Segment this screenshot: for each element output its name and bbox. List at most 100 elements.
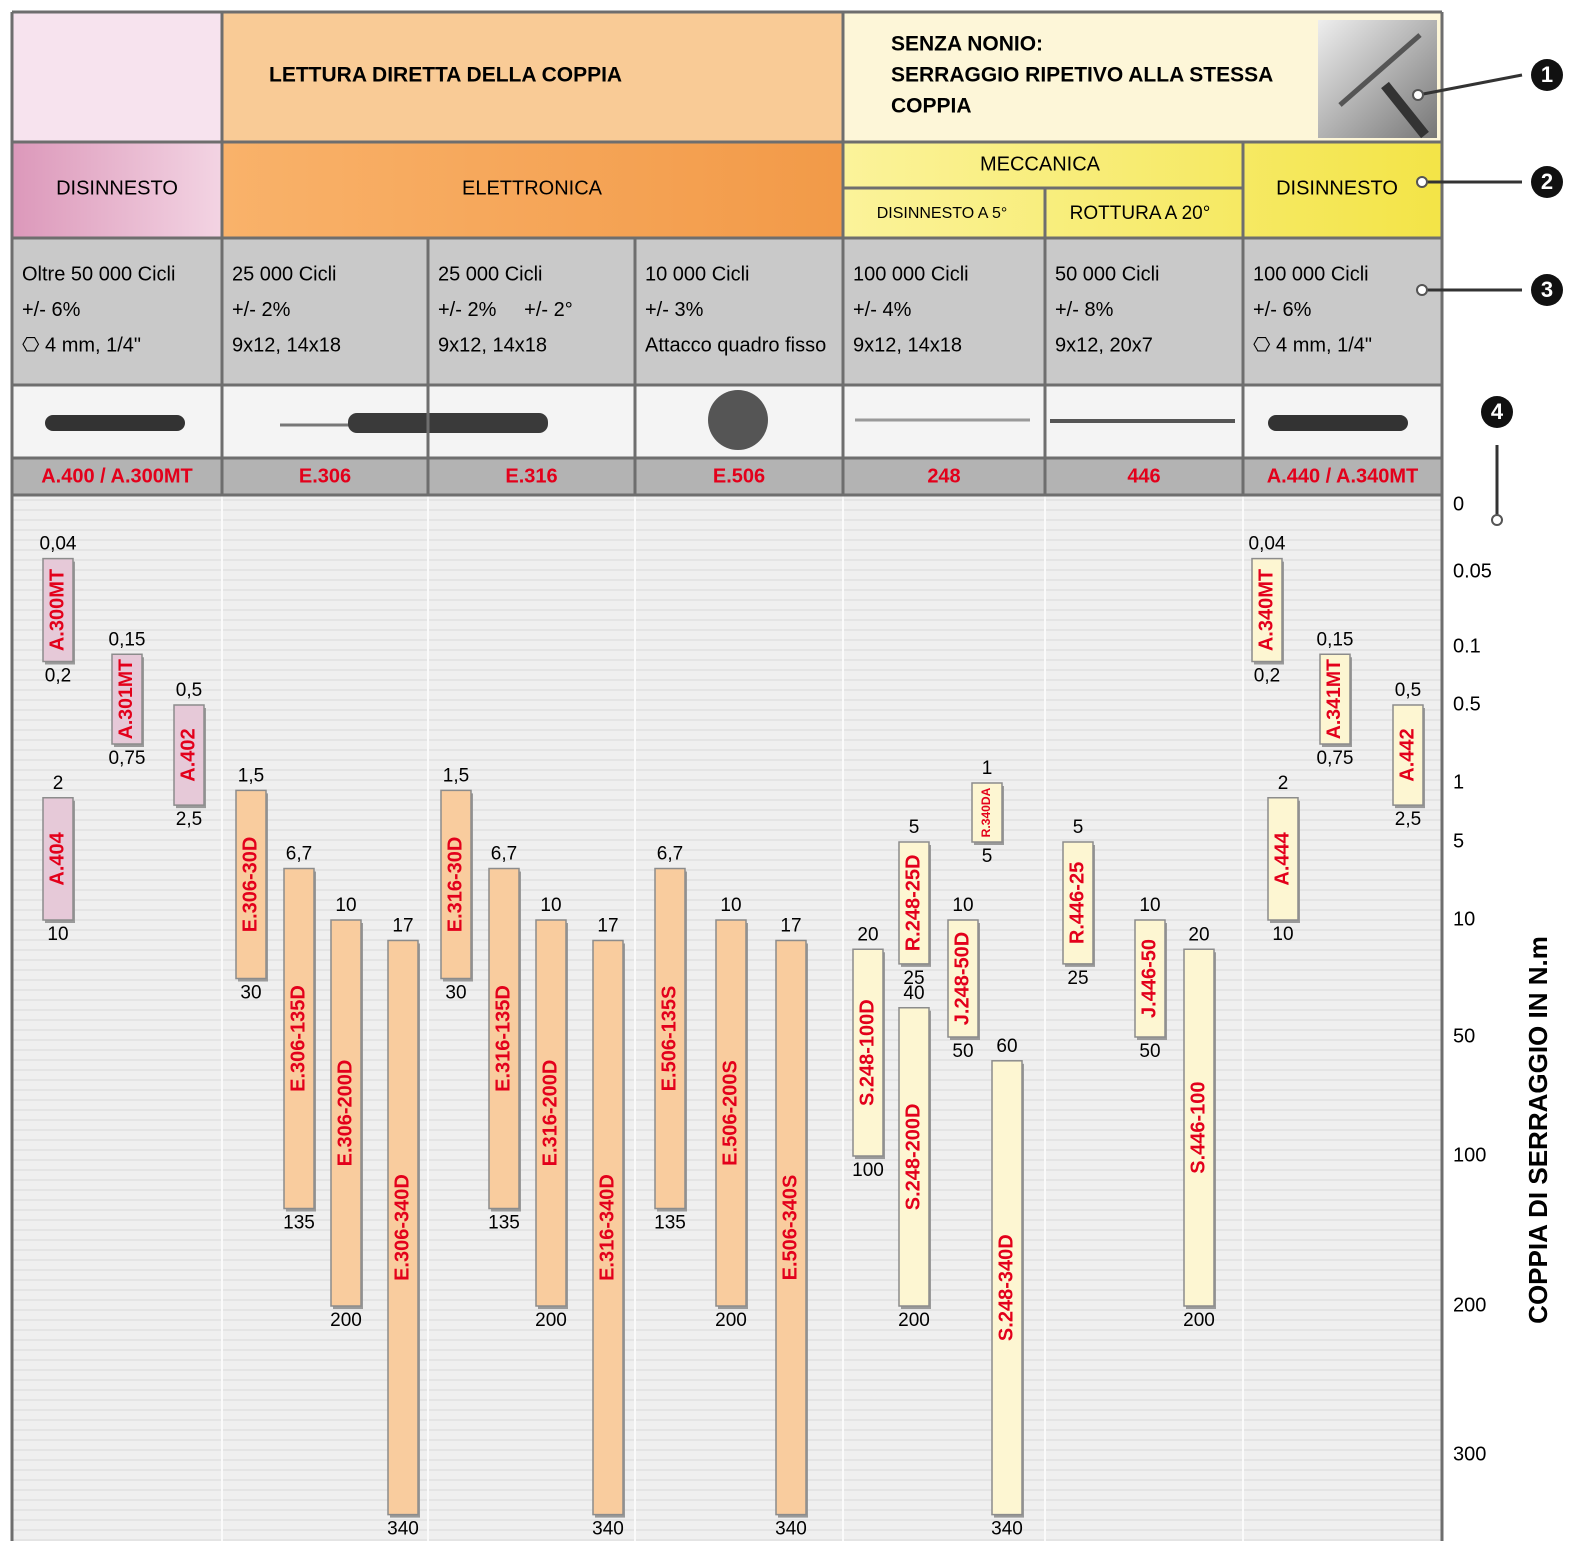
bar-name: J.446-50 (1138, 939, 1160, 1018)
range-label: 200 (898, 1310, 930, 1331)
range-label: 135 (654, 1213, 686, 1234)
bar (775, 939, 807, 1516)
spec-text: +/- 6% (1253, 299, 1312, 321)
bar (1062, 841, 1094, 965)
range-label: 2,5 (1395, 809, 1421, 830)
callout-badge (1481, 396, 1513, 428)
product-code: 248 (927, 465, 960, 487)
group-title: SENZA NONIO: (891, 33, 1043, 56)
y-tick-label: 5 (1453, 830, 1464, 852)
range-label: 6,7 (286, 844, 312, 865)
header-cell (222, 142, 843, 238)
bar (1134, 919, 1166, 1038)
y-tick-label: 200 (1453, 1294, 1486, 1316)
range-label: 100 (852, 1160, 884, 1181)
bar (852, 948, 884, 1157)
callout-badge (1531, 59, 1563, 91)
range-label: 10 (1272, 924, 1293, 945)
range-label: 2,5 (176, 809, 202, 830)
spec-text: 100 000 Cicli (1253, 263, 1369, 285)
range-label: 0,75 (109, 748, 146, 769)
bar-name: E.316-200D (539, 1060, 561, 1167)
bar (111, 653, 143, 745)
range-label: 30 (240, 983, 261, 1004)
range-label: 10 (540, 895, 561, 916)
spec-text: +/- 6% (22, 299, 81, 321)
product-code: E.306 (299, 465, 351, 487)
range-label: 17 (392, 915, 413, 936)
spec-text: ⎔ 4 mm, 1/4" (22, 334, 141, 356)
callout-badge (1531, 166, 1563, 198)
y-tick-label: 300 (1453, 1443, 1486, 1465)
bar (283, 867, 315, 1210)
range-label: 10 (720, 895, 741, 916)
spec-text: 25 000 Cicli (438, 263, 543, 285)
range-label: 1,5 (238, 765, 264, 786)
callout-dot (1412, 89, 1424, 101)
header-cell (12, 12, 222, 142)
bar-name: E.306-200D (334, 1060, 356, 1167)
bar (235, 789, 267, 980)
header-cell (843, 142, 1442, 238)
bar-name: E.506-200S (719, 1060, 741, 1166)
range-label: 5 (1073, 817, 1084, 838)
range-label: 135 (488, 1213, 520, 1234)
spec-text: +/- 3% (645, 299, 704, 321)
range-label: 0,15 (1317, 629, 1354, 650)
axis-title: COPPIA DI SERRAGGIO IN N.m (1523, 936, 1553, 1324)
y-tick-label: 1 (1453, 771, 1464, 793)
product-code: A.440 / A.340MT (1267, 465, 1419, 487)
spec-text: 50 000 Cicli (1055, 263, 1160, 285)
bar (898, 1007, 930, 1307)
bar (971, 782, 1003, 843)
spec-text: Attacco quadro fisso (645, 334, 826, 356)
header-cell (222, 12, 843, 142)
type-label: DISINNESTO (1276, 177, 1398, 199)
bar (1267, 797, 1299, 921)
tool-image (1268, 415, 1408, 431)
tool-image (1338, 33, 1422, 107)
spec-text: +/- 2% +/- 2° (438, 299, 573, 321)
range-label: 340 (991, 1519, 1023, 1540)
range-label: 2 (1278, 773, 1289, 794)
range-label: 20 (857, 924, 878, 945)
bar-name: A.341MT (1323, 659, 1345, 739)
specs-row (12, 238, 1442, 385)
range-label: 60 (996, 1036, 1017, 1057)
range-label: 17 (597, 915, 618, 936)
range-label: 50 (952, 1041, 973, 1062)
spec-text: 9x12, 14x18 (853, 334, 962, 356)
range-label: 0,75 (1317, 748, 1354, 769)
range-label: 0,5 (176, 680, 202, 701)
y-tick-label: 100 (1453, 1144, 1486, 1166)
range-label: 5 (982, 846, 993, 867)
bar (330, 919, 362, 1307)
callout-number: 1 (1541, 62, 1553, 87)
y-tick-label: 0.05 (1453, 560, 1492, 582)
bar (592, 939, 624, 1516)
range-label: 6,7 (491, 844, 517, 865)
bar-name: J.248-50D (951, 932, 973, 1025)
y-tick-label: 10 (1453, 908, 1475, 930)
range-label: 340 (387, 1519, 419, 1540)
spec-text: +/- 2% (232, 299, 291, 321)
type-label: DISINNESTO (56, 177, 178, 199)
spec-text: +/- 4% (853, 299, 912, 321)
range-label: 40 (903, 983, 924, 1004)
range-label: 17 (780, 915, 801, 936)
spec-text: 100 000 Cicli (853, 263, 969, 285)
callout-line (1417, 73, 1523, 97)
bar (654, 867, 686, 1210)
range-label: 0,2 (1254, 666, 1280, 687)
bar (1392, 704, 1424, 806)
bar-name: E.316-135D (492, 985, 514, 1092)
bar-name: S.446-100 (1187, 1081, 1209, 1173)
range-label: 0,04 (1249, 534, 1286, 555)
group-title: SERRAGGIO RIPETIVO ALLA STESSA (891, 64, 1273, 87)
bar-name: E.506-135S (658, 986, 680, 1092)
tool-image (45, 415, 185, 431)
bar-name: S.248-100D (856, 999, 878, 1106)
bar-name: E.316-30D (444, 837, 466, 933)
range-label: 0,15 (109, 629, 146, 650)
bar (173, 704, 205, 806)
